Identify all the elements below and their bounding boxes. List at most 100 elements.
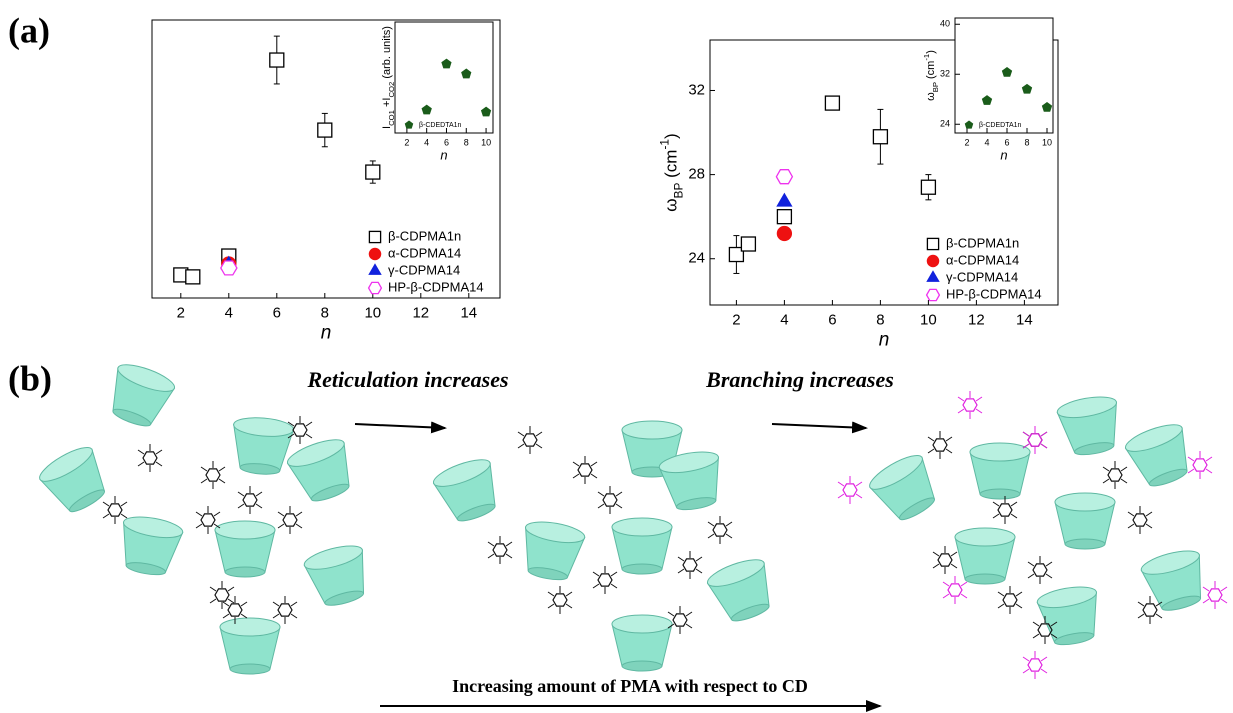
bond: [1120, 478, 1128, 484]
bond: [1010, 513, 1018, 519]
y-tick-label: 32: [688, 81, 705, 98]
ring: [1027, 658, 1043, 672]
bond: [942, 593, 950, 599]
cone-rim: [658, 451, 719, 474]
cyclodextrin-cone: [621, 420, 683, 478]
bond: [565, 603, 573, 609]
cone-rim: [611, 614, 673, 634]
pma-molecule: [277, 506, 303, 534]
ring: [1027, 433, 1043, 447]
pma-molecule: [572, 456, 598, 484]
bond: [950, 551, 958, 557]
bond: [992, 501, 1000, 507]
ring: [292, 423, 308, 437]
bond: [945, 436, 953, 442]
y-axis-label-part: CO2: [387, 82, 396, 98]
bond: [932, 563, 940, 569]
cone-rim: [432, 459, 491, 487]
bond: [305, 433, 313, 439]
bond: [1040, 443, 1048, 449]
legend-marker: [925, 288, 941, 302]
bond: [1050, 633, 1058, 639]
bond: [487, 553, 495, 559]
bond: [597, 503, 605, 509]
cone-rim: [123, 516, 184, 539]
arrow: [354, 421, 447, 434]
cone-rim: [1036, 586, 1097, 609]
bond: [218, 478, 226, 484]
legend-label: HP-β-CDPMA14: [388, 279, 484, 294]
legend-label: α-CDPMA14: [946, 252, 1019, 267]
x-tick-label: 10: [920, 311, 937, 328]
cone-rim: [611, 517, 673, 537]
legend-marker: [367, 281, 383, 295]
bond: [295, 523, 303, 529]
marker: [776, 192, 793, 207]
x-axis-label: n: [440, 148, 447, 163]
bond: [1202, 598, 1210, 604]
bond: [957, 408, 965, 414]
bond: [667, 611, 675, 617]
pma-molecule: [667, 606, 693, 634]
x-tick-label: 4: [780, 311, 788, 328]
bond: [957, 396, 965, 402]
bond: [610, 571, 618, 577]
pma-molecule: [1127, 506, 1153, 534]
ring: [712, 523, 728, 537]
marker: [740, 236, 757, 252]
x-axis-label: n: [1000, 148, 1007, 163]
bond: [505, 553, 513, 559]
cyclodextrin-cone: [233, 417, 295, 475]
bond: [195, 511, 203, 517]
pma-molecule: [837, 476, 863, 504]
bond: [1022, 656, 1030, 662]
bond: [942, 581, 950, 587]
bond: [213, 523, 221, 529]
pma-molecule: [272, 596, 298, 624]
ring: [1132, 513, 1148, 527]
ring: [200, 513, 216, 527]
bond: [615, 491, 623, 497]
ring: [947, 583, 963, 597]
marker: [824, 95, 841, 111]
x-tick-label: 4: [424, 137, 429, 147]
cone-rim: [969, 442, 1031, 462]
bond: [615, 503, 623, 509]
marker: [728, 246, 745, 263]
y-axis-label-part: (arb. units): [381, 26, 393, 82]
bond: [1205, 468, 1213, 474]
pma-molecule: [1022, 651, 1048, 679]
bond: [120, 501, 128, 507]
bond: [1045, 561, 1053, 567]
legend-marker: [964, 120, 974, 129]
bond: [137, 449, 145, 455]
y-tick-label: 32: [940, 69, 950, 79]
ring: [602, 493, 618, 507]
y-axis-label-part: I: [381, 126, 393, 129]
bond: [1027, 573, 1035, 579]
bond: [227, 598, 235, 604]
bond: [1220, 586, 1228, 592]
bond: [287, 421, 295, 427]
y-axis-label-part: (cm: [925, 61, 937, 82]
marker: [269, 52, 285, 68]
plot-frame: [394, 21, 494, 134]
legend-label: β-CDPMA1n: [388, 228, 461, 243]
y-axis-label-part: ): [662, 133, 681, 139]
cyclodextrin-cone: [954, 527, 1016, 585]
pma-molecule: [222, 596, 248, 624]
y-axis-label: ωBP (cm-1): [658, 133, 686, 211]
pma-molecule: [102, 496, 128, 524]
bond: [667, 623, 675, 629]
cone-rim: [214, 520, 276, 540]
cone-base: [1053, 632, 1095, 646]
bond: [255, 491, 263, 497]
bond: [237, 491, 245, 497]
cone-rim: [117, 364, 176, 392]
ring: [932, 438, 948, 452]
cyclodextrin-cone: [112, 364, 176, 427]
x-tick-label: 2: [732, 311, 740, 328]
ring: [242, 493, 258, 507]
pma-molecule: [992, 496, 1018, 524]
bond: [592, 583, 600, 589]
